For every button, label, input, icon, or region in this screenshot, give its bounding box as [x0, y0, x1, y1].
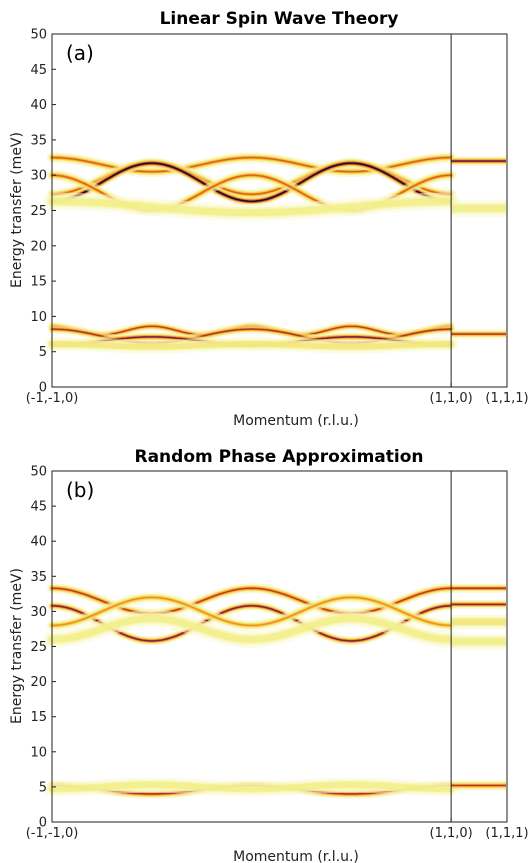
y-tick-label: 25: [30, 204, 47, 219]
x-tick-label: (1,1,0): [430, 826, 473, 841]
y-tick-label: 10: [30, 745, 47, 760]
y-tick-label: 50: [30, 28, 47, 43]
panel-linear-spin-wave: Linear Spin Wave Theory 0 5 10 15 20 25 30 35 40…: [9, 9, 529, 429]
y-axis-ticks: 0 5 10 15 20 25 30 35 40 45 50: [30, 28, 56, 396]
y-tick-label: 30: [30, 169, 47, 184]
chart-title: Random Phase Approximation: [134, 447, 423, 467]
y-tick-label: 20: [30, 239, 47, 254]
y-tick-label: 40: [30, 98, 47, 113]
dispersion-band-8: [49, 341, 454, 350]
y-tick-label: 0: [39, 816, 47, 831]
dispersion-band-5: [48, 781, 455, 793]
y-tick-label: 45: [30, 63, 47, 78]
y-tick-label: 5: [39, 780, 47, 795]
y-tick-label: 40: [30, 535, 47, 550]
panel-random-phase: Random Phase Approximation 0 5 10 15 20 25 30 3…: [9, 447, 529, 863]
y-axis-label: Energy transfer (meV): [9, 132, 25, 288]
x-axis-label: Momentum (r.l.u.): [233, 849, 359, 863]
x-axis-label: Momentum (r.l.u.): [233, 413, 359, 429]
y-tick-label: 35: [30, 570, 47, 585]
y-tick-label: 15: [30, 710, 47, 725]
x-axis-ticks: (-1,-1,0) (1,1,0) (1,1,1): [26, 383, 529, 406]
y-tick-label: 0: [39, 381, 47, 396]
y-tick-label: 15: [30, 275, 47, 290]
y-tick-label: 10: [30, 310, 47, 325]
x-tick-label: (1,1,0): [430, 391, 473, 406]
y-axis-ticks: 0 5 10 15 20 25 30 35 40 45 50: [30, 465, 56, 831]
y-tick-label: 25: [30, 640, 47, 655]
dispersion-band-2: [51, 596, 452, 626]
x-tick-label: (1,1,1): [485, 826, 528, 841]
y-tick-label: 50: [30, 465, 47, 480]
heatmap-area: [43, 583, 506, 799]
panel-label: (b): [66, 478, 94, 502]
chart-title: Linear Spin Wave Theory: [160, 9, 399, 29]
x-tick-label: (1,1,1): [485, 391, 528, 406]
dispersion-band-3: [48, 614, 455, 643]
dispersion-band-4: [48, 197, 455, 217]
y-axis-label: Energy transfer (meV): [9, 568, 25, 724]
heatmap-area: [43, 152, 506, 354]
y-tick-label: 20: [30, 675, 47, 690]
x-tick-label: (-1,-1,0): [26, 826, 79, 841]
y-tick-label: 45: [30, 500, 47, 515]
panel-label: (a): [66, 41, 94, 65]
dispersion-band-2: [51, 162, 452, 202]
x-tick-label: (-1,-1,0): [26, 391, 79, 406]
x-axis-ticks: (-1,-1,0) (1,1,0) (1,1,1): [26, 818, 529, 841]
y-tick-label: 30: [30, 605, 47, 620]
y-tick-label: 5: [39, 345, 47, 360]
y-tick-label: 35: [30, 133, 47, 148]
